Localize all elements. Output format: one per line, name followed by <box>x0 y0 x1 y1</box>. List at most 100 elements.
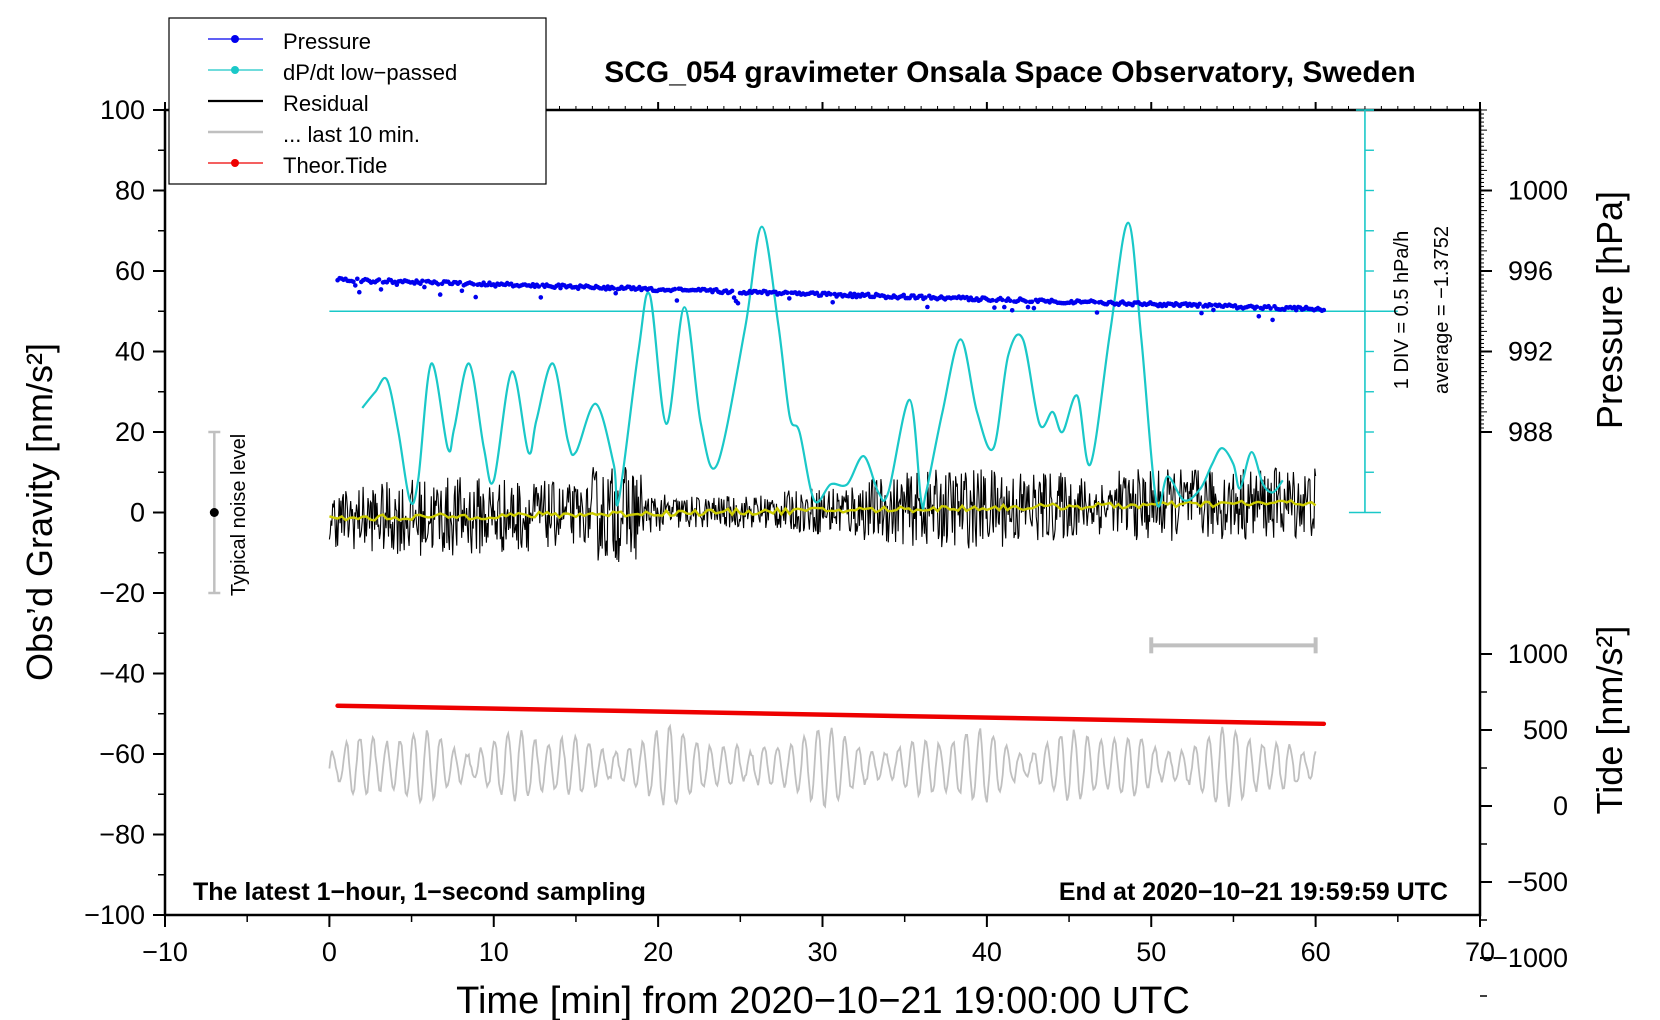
pressure-point <box>830 300 835 305</box>
pressure-point <box>378 287 384 292</box>
pressure-point <box>1254 304 1260 310</box>
noise-bar-center-dot <box>209 508 219 517</box>
noise-level-bar <box>208 430 221 595</box>
pressure-point <box>1256 314 1262 319</box>
legend-item-theor-tide: Theor.Tide <box>283 153 387 178</box>
pressure-point <box>1000 297 1005 303</box>
pressure-tick-label: 1000 <box>1508 176 1568 206</box>
pressure-point <box>556 282 561 288</box>
pressure-point <box>459 288 465 294</box>
pressure-tick-label: 988 <box>1508 417 1553 447</box>
pressure-point <box>536 284 542 289</box>
series-residual-smoothed <box>329 498 1317 522</box>
chart-title: SCG_054 gravimeter Onsala Space Observat… <box>604 56 1416 89</box>
dpdt-scale-axis <box>1348 109 1381 514</box>
last-10-min-bracket <box>1149 637 1318 654</box>
pressure-point <box>1092 299 1098 305</box>
pressure-point <box>925 304 930 310</box>
series-dpdt <box>361 221 1284 510</box>
pressure-point <box>1270 317 1275 323</box>
tide-tick-label: −1000 <box>1492 943 1568 973</box>
pressure-point <box>1031 305 1037 311</box>
legend-item-last-10-min: ... last 10 min. <box>283 122 420 147</box>
pressure-point <box>457 279 463 285</box>
y-tick-label: 20 <box>115 417 145 447</box>
pressure-point <box>353 283 358 288</box>
x-tick-label: 70 <box>1465 937 1495 967</box>
pressure-point <box>355 276 360 282</box>
pressure-point <box>729 288 735 294</box>
x-tick-label: 20 <box>643 937 673 967</box>
y-axis-label-left: Obs’d Gravity [nm/s²] <box>19 343 60 681</box>
pressure-point <box>473 294 479 300</box>
pressure-point <box>1268 306 1273 311</box>
series-theor-tide <box>335 703 1327 727</box>
y-tick-label: 40 <box>115 337 145 367</box>
pressure-point <box>420 278 425 284</box>
pressure-point <box>923 295 928 300</box>
pressure-point <box>672 286 678 292</box>
pressure-point <box>1209 303 1214 308</box>
pressure-point <box>422 284 427 290</box>
x-tick-label: 40 <box>972 937 1002 967</box>
tide-tick-label: 500 <box>1523 715 1568 745</box>
dpdt-average-label: average = −1.3752 <box>1431 226 1453 394</box>
pressure-point <box>990 297 995 303</box>
y-tick-label: 80 <box>115 176 145 206</box>
pressure-point <box>1025 304 1031 310</box>
tide-tick-label: −500 <box>1507 867 1568 897</box>
pressure-point <box>1007 298 1013 304</box>
pressure-point <box>785 290 790 296</box>
pressure-point <box>731 295 737 300</box>
annotation-end-time: End at 2020−10−21 19:59:59 UTC <box>1059 878 1448 906</box>
pressure-point <box>1321 307 1327 313</box>
y-axis-label-tide: Tide [nm/s²] <box>1589 626 1630 815</box>
pressure-point <box>1023 299 1029 304</box>
pressure-point <box>351 279 356 285</box>
x-tick-label: −10 <box>142 937 188 967</box>
pressure-point <box>1197 301 1202 307</box>
y-tick-label: −60 <box>99 739 145 769</box>
y-tick-label: −100 <box>84 900 145 930</box>
y-tick-label: 100 <box>100 95 145 125</box>
x-tick-label: 10 <box>479 937 509 967</box>
pressure-point <box>613 290 618 296</box>
y-tick-label: −40 <box>99 659 145 689</box>
residual-line <box>328 467 1317 563</box>
pressure-point <box>558 285 563 291</box>
pressure-point <box>471 282 477 287</box>
legend-dot <box>231 35 239 43</box>
y-tick-label: 60 <box>115 256 145 286</box>
legend-dot <box>231 159 239 167</box>
axis-ticks <box>153 102 1492 997</box>
pressure-point <box>538 295 544 300</box>
y-axis-label-pressure: Pressure [hPa] <box>1589 191 1630 429</box>
y-tick-label: 0 <box>130 498 145 528</box>
pressure-point <box>1094 310 1100 315</box>
y-tick-label: −80 <box>99 820 145 850</box>
pressure-point <box>787 296 792 301</box>
y-tick-label: −20 <box>99 578 145 608</box>
pressure-point <box>1211 307 1216 313</box>
pressure-tick-label: 992 <box>1508 337 1553 367</box>
x-tick-label: 30 <box>807 937 837 967</box>
pressure-point <box>674 298 680 303</box>
pressure-point <box>992 305 997 310</box>
pressure-point <box>435 282 441 287</box>
pressure-point <box>1009 308 1015 313</box>
series-pressure <box>335 275 1327 323</box>
axis-tick-labels: −10 0 10 20 30 40 50 60 70100806040200−20−40−60−… <box>84 95 1568 1020</box>
theor-tide-line <box>335 703 1327 727</box>
tide-tick-label: 0 <box>1553 791 1568 821</box>
dpdt-line <box>361 221 1284 510</box>
residual-smoothed-line <box>329 498 1317 522</box>
pressure-point <box>1199 310 1204 316</box>
pressure-point <box>376 277 382 282</box>
noise-level-label: Typical noise level <box>228 434 250 596</box>
legend-item-residual: Residual <box>283 91 369 116</box>
tide-tick-label: 1000 <box>1508 639 1568 669</box>
pressure-point <box>611 286 616 291</box>
pressure-point <box>1002 304 1007 310</box>
x-tick-label: 50 <box>1136 937 1166 967</box>
